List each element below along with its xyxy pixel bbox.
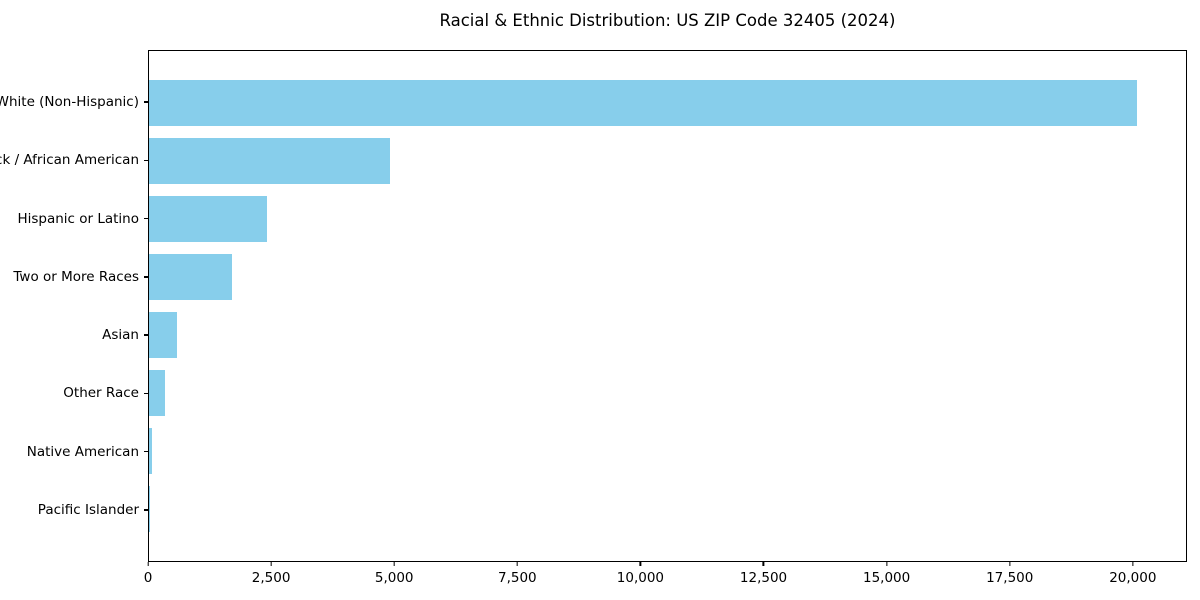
x-tick-label: 20,000 xyxy=(1109,570,1157,586)
x-tick-mark xyxy=(1009,562,1011,566)
x-tick-mark xyxy=(147,562,149,566)
x-tick-label: 17,500 xyxy=(986,570,1034,586)
x-tick-label: 12,500 xyxy=(739,570,788,586)
bar-row xyxy=(149,480,1186,538)
y-tick-row: Native American xyxy=(0,423,148,481)
bar xyxy=(149,137,390,185)
y-tick-row: Black / African American xyxy=(0,131,148,189)
x-tick: 2,500 xyxy=(251,562,291,586)
y-tick-row: Two or More Races xyxy=(0,248,148,306)
bar-row xyxy=(149,306,1186,364)
bar-row xyxy=(149,190,1186,248)
x-tick-label: 0 xyxy=(143,570,153,586)
bar xyxy=(149,195,267,243)
x-tick: 12,500 xyxy=(740,562,787,586)
y-tick-row: Other Race xyxy=(0,364,148,422)
bar-row xyxy=(149,364,1186,422)
chart-title: Racial & Ethnic Distribution: US ZIP Cod… xyxy=(439,11,896,30)
x-tick-label: 10,000 xyxy=(616,570,665,586)
x-tick-mark xyxy=(1132,562,1134,566)
x-tick-label: 2,500 xyxy=(251,570,291,586)
x-tick: 5,000 xyxy=(375,562,414,586)
bar-row xyxy=(149,422,1186,480)
x-tick-mark xyxy=(270,562,272,566)
y-tick-row: Hispanic or Latino xyxy=(0,190,148,248)
y-tick-mark xyxy=(144,509,148,511)
x-tick: 0 xyxy=(143,562,153,586)
x-tick-mark xyxy=(885,562,888,566)
x-tick-mark xyxy=(762,562,765,566)
bar xyxy=(149,253,232,301)
x-tick-label: 7,500 xyxy=(497,570,537,586)
x-axis: 0 2,500 5,000 7,500 10,000 12,500 15,000 17,500… xyxy=(144,562,1187,596)
y-tick-label: Native American xyxy=(26,443,139,460)
y-tick-label: Pacific Islander xyxy=(37,501,139,518)
y-tick-label: Two or More Races xyxy=(13,268,139,285)
bar xyxy=(149,311,178,359)
y-tick-label: Hispanic or Latino xyxy=(17,210,139,227)
x-tick: 10,000 xyxy=(617,562,664,586)
y-tick-mark xyxy=(144,450,148,453)
bar-row xyxy=(149,132,1186,190)
y-tick-row: White (Non-Hispanic) xyxy=(0,73,148,131)
y-tick-mark xyxy=(144,217,148,220)
y-tick-mark xyxy=(144,334,148,336)
bars-container xyxy=(149,74,1186,538)
y-tick-label: Asian xyxy=(102,327,139,344)
x-tick: 20,000 xyxy=(1109,562,1156,586)
x-tick-label: 15,000 xyxy=(863,570,911,586)
x-tick: 17,500 xyxy=(986,562,1033,586)
y-tick-mark xyxy=(144,392,148,395)
x-tick-mark xyxy=(639,562,642,566)
bar-row xyxy=(149,248,1186,306)
y-tick-mark xyxy=(144,159,148,162)
bar xyxy=(149,427,152,475)
x-tick-mark xyxy=(516,562,518,566)
y-axis-labels: White (Non-Hispanic) Black / African Amer… xyxy=(0,50,148,562)
y-tick-mark xyxy=(144,101,148,103)
y-tick-label: Other Race xyxy=(63,385,139,402)
plot-area xyxy=(148,50,1187,562)
x-tick-mark xyxy=(393,562,395,566)
bar-row xyxy=(149,74,1186,132)
y-tick-label: White (Non-Hispanic) xyxy=(0,94,139,111)
x-tick-label: 5,000 xyxy=(374,570,414,586)
y-tick-mark xyxy=(144,276,148,278)
y-tick-row: Asian xyxy=(0,306,148,364)
x-tick: 7,500 xyxy=(498,562,537,586)
y-tick-label: Black / African American xyxy=(0,152,139,169)
bar xyxy=(149,369,165,417)
x-tick: 15,000 xyxy=(863,562,910,586)
y-tick-row: Pacific Islander xyxy=(0,481,148,539)
bar xyxy=(149,79,1137,127)
